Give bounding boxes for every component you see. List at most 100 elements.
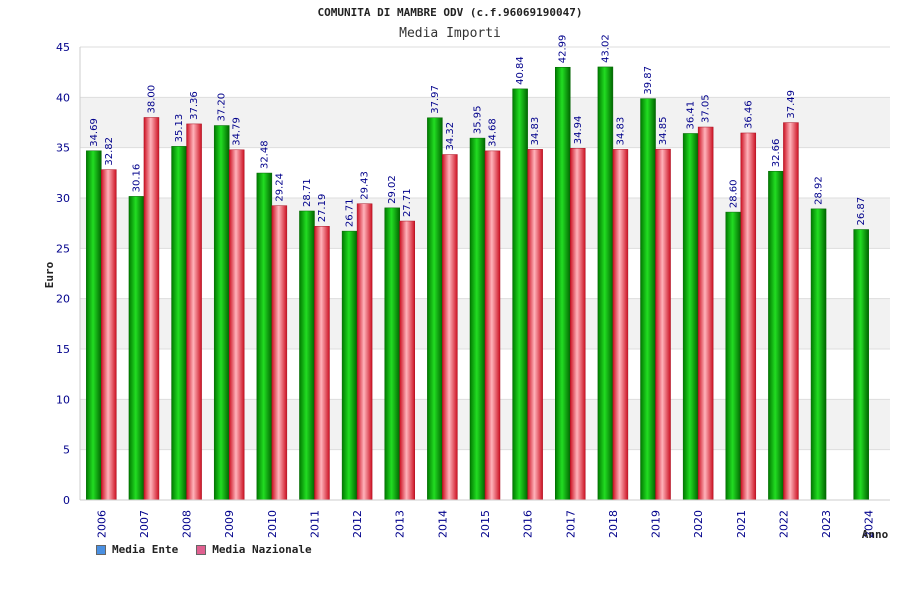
bar-media-ente [427,117,443,501]
x-tick-label: 2012 [351,510,364,538]
data-label: 35.13 [174,114,185,143]
data-label: 28.60 [728,179,739,208]
bar-media-ente [810,208,827,501]
legend-item-ente: Media Ente [96,543,178,556]
y-tick-label: 45 [56,41,70,54]
bar-media-ente [512,88,528,501]
data-label: 34.94 [573,116,584,145]
y-tick-label: 30 [56,192,70,205]
bar-media-nazionale [143,117,160,501]
x-tick-label: 2016 [522,510,535,538]
x-tick-label: 2024 [863,510,876,538]
x-tick-label: 2020 [692,510,705,538]
legend-swatch-ente [96,544,106,555]
data-label: 32.48 [259,140,270,169]
bar-media-ente [341,230,358,501]
bar-media-nazionale [228,149,245,501]
data-label: 34.32 [445,122,456,151]
bar-media-nazionale [527,149,543,501]
x-tick-label: 2009 [223,510,236,538]
bar-media-ente [299,210,315,501]
data-label: 30.16 [131,164,142,193]
x-tick-label: 2006 [95,510,108,538]
bar-media-nazionale [101,169,117,501]
bar-media-ente [555,66,571,501]
x-tick-label: 2019 [650,510,663,538]
x-tick-label: 2022 [777,510,790,538]
x-tick-label: 2017 [564,510,577,538]
y-tick-label: 25 [56,242,70,255]
chart-subtitle: Media Importi [399,26,501,41]
data-label: 40.84 [515,56,526,85]
x-tick-label: 2008 [181,510,194,538]
data-label: 29.02 [387,175,398,204]
x-tick-label: 2014 [436,510,449,538]
data-label: 39.87 [643,66,654,95]
data-label: 36.46 [743,100,754,129]
data-label: 37.05 [701,94,712,123]
bar-media-nazionale [186,123,202,501]
y-tick-label: 10 [56,393,70,406]
x-tick-label: 2010 [266,510,279,538]
bar-media-ente [469,137,486,501]
bar-media-nazionale [612,149,629,501]
data-label: 26.71 [345,198,356,227]
data-label: 43.02 [600,34,611,63]
bars-layer [86,66,869,501]
bar-media-nazionale [655,148,671,501]
x-axis-label: Anno [862,528,889,541]
data-label: 34.79 [232,117,243,146]
axes: 0 5 10 15 20 25 30 35 40 45 2006 2007 2008 2009 2010 20… [56,41,890,538]
y-tick-label: 40 [56,91,70,104]
legend-label-nazionale: Media Nazionale [212,543,312,556]
x-tick-label: 2015 [479,510,492,538]
y-tick-label: 0 [63,494,70,507]
x-tick-label: 2021 [735,510,748,538]
bar-media-ente [86,150,102,501]
data-label: 34.83 [615,117,626,146]
bar-media-nazionale [271,205,288,501]
data-label: 37.36 [189,91,200,120]
y-tick-label: 35 [56,142,70,155]
data-label: 28.71 [302,178,313,207]
bar-media-nazionale [442,154,458,501]
data-label: 32.66 [771,139,782,168]
labels-layer: 34.69 32.82 30.16 38.00 35.13 37.36 37.20 34.79… [89,34,867,227]
bar-media-ente [384,207,400,501]
legend-item-nazionale: Media Nazionale [196,543,312,556]
data-label: 27.71 [402,188,413,217]
bar-media-nazionale [314,226,330,501]
data-label: 34.68 [488,118,499,147]
bar-media-nazionale [697,126,714,501]
data-label: 37.97 [430,85,441,114]
data-label: 29.24 [274,173,285,202]
bar-media-nazionale [570,148,586,501]
bar-media-nazionale [740,132,757,501]
data-label: 28.92 [814,176,825,205]
legend-swatch-nazionale [196,544,207,555]
data-label: 38.00 [146,85,157,114]
legend: Media Ente Media Nazionale [96,543,312,556]
bar-media-ente [725,211,742,501]
bar-media-nazionale [399,220,415,501]
data-label: 34.85 [658,117,669,146]
y-axis-label: Euro [43,261,56,288]
bar-media-ente [682,133,699,501]
x-tick-label: 2007 [138,510,151,538]
x-tick-label: 2023 [820,510,833,538]
legend-label-ente: Media Ente [112,543,179,556]
data-label: 34.69 [89,118,100,147]
data-label: 29.43 [360,171,371,200]
data-label: 26.87 [856,197,867,226]
data-label: 27.19 [317,194,328,223]
bar-media-ente [597,66,614,501]
data-label: 37.20 [217,93,228,122]
data-label: 35.95 [473,105,484,134]
data-label: 34.83 [530,117,541,146]
x-tick-label: 2018 [607,510,620,538]
y-tick-label: 5 [63,444,70,457]
chart-title: COMUNITA DI MAMBRE ODV (c.f.96069190047) [318,6,583,19]
y-tick-label: 20 [56,293,70,306]
bar-media-nazionale [484,150,501,501]
